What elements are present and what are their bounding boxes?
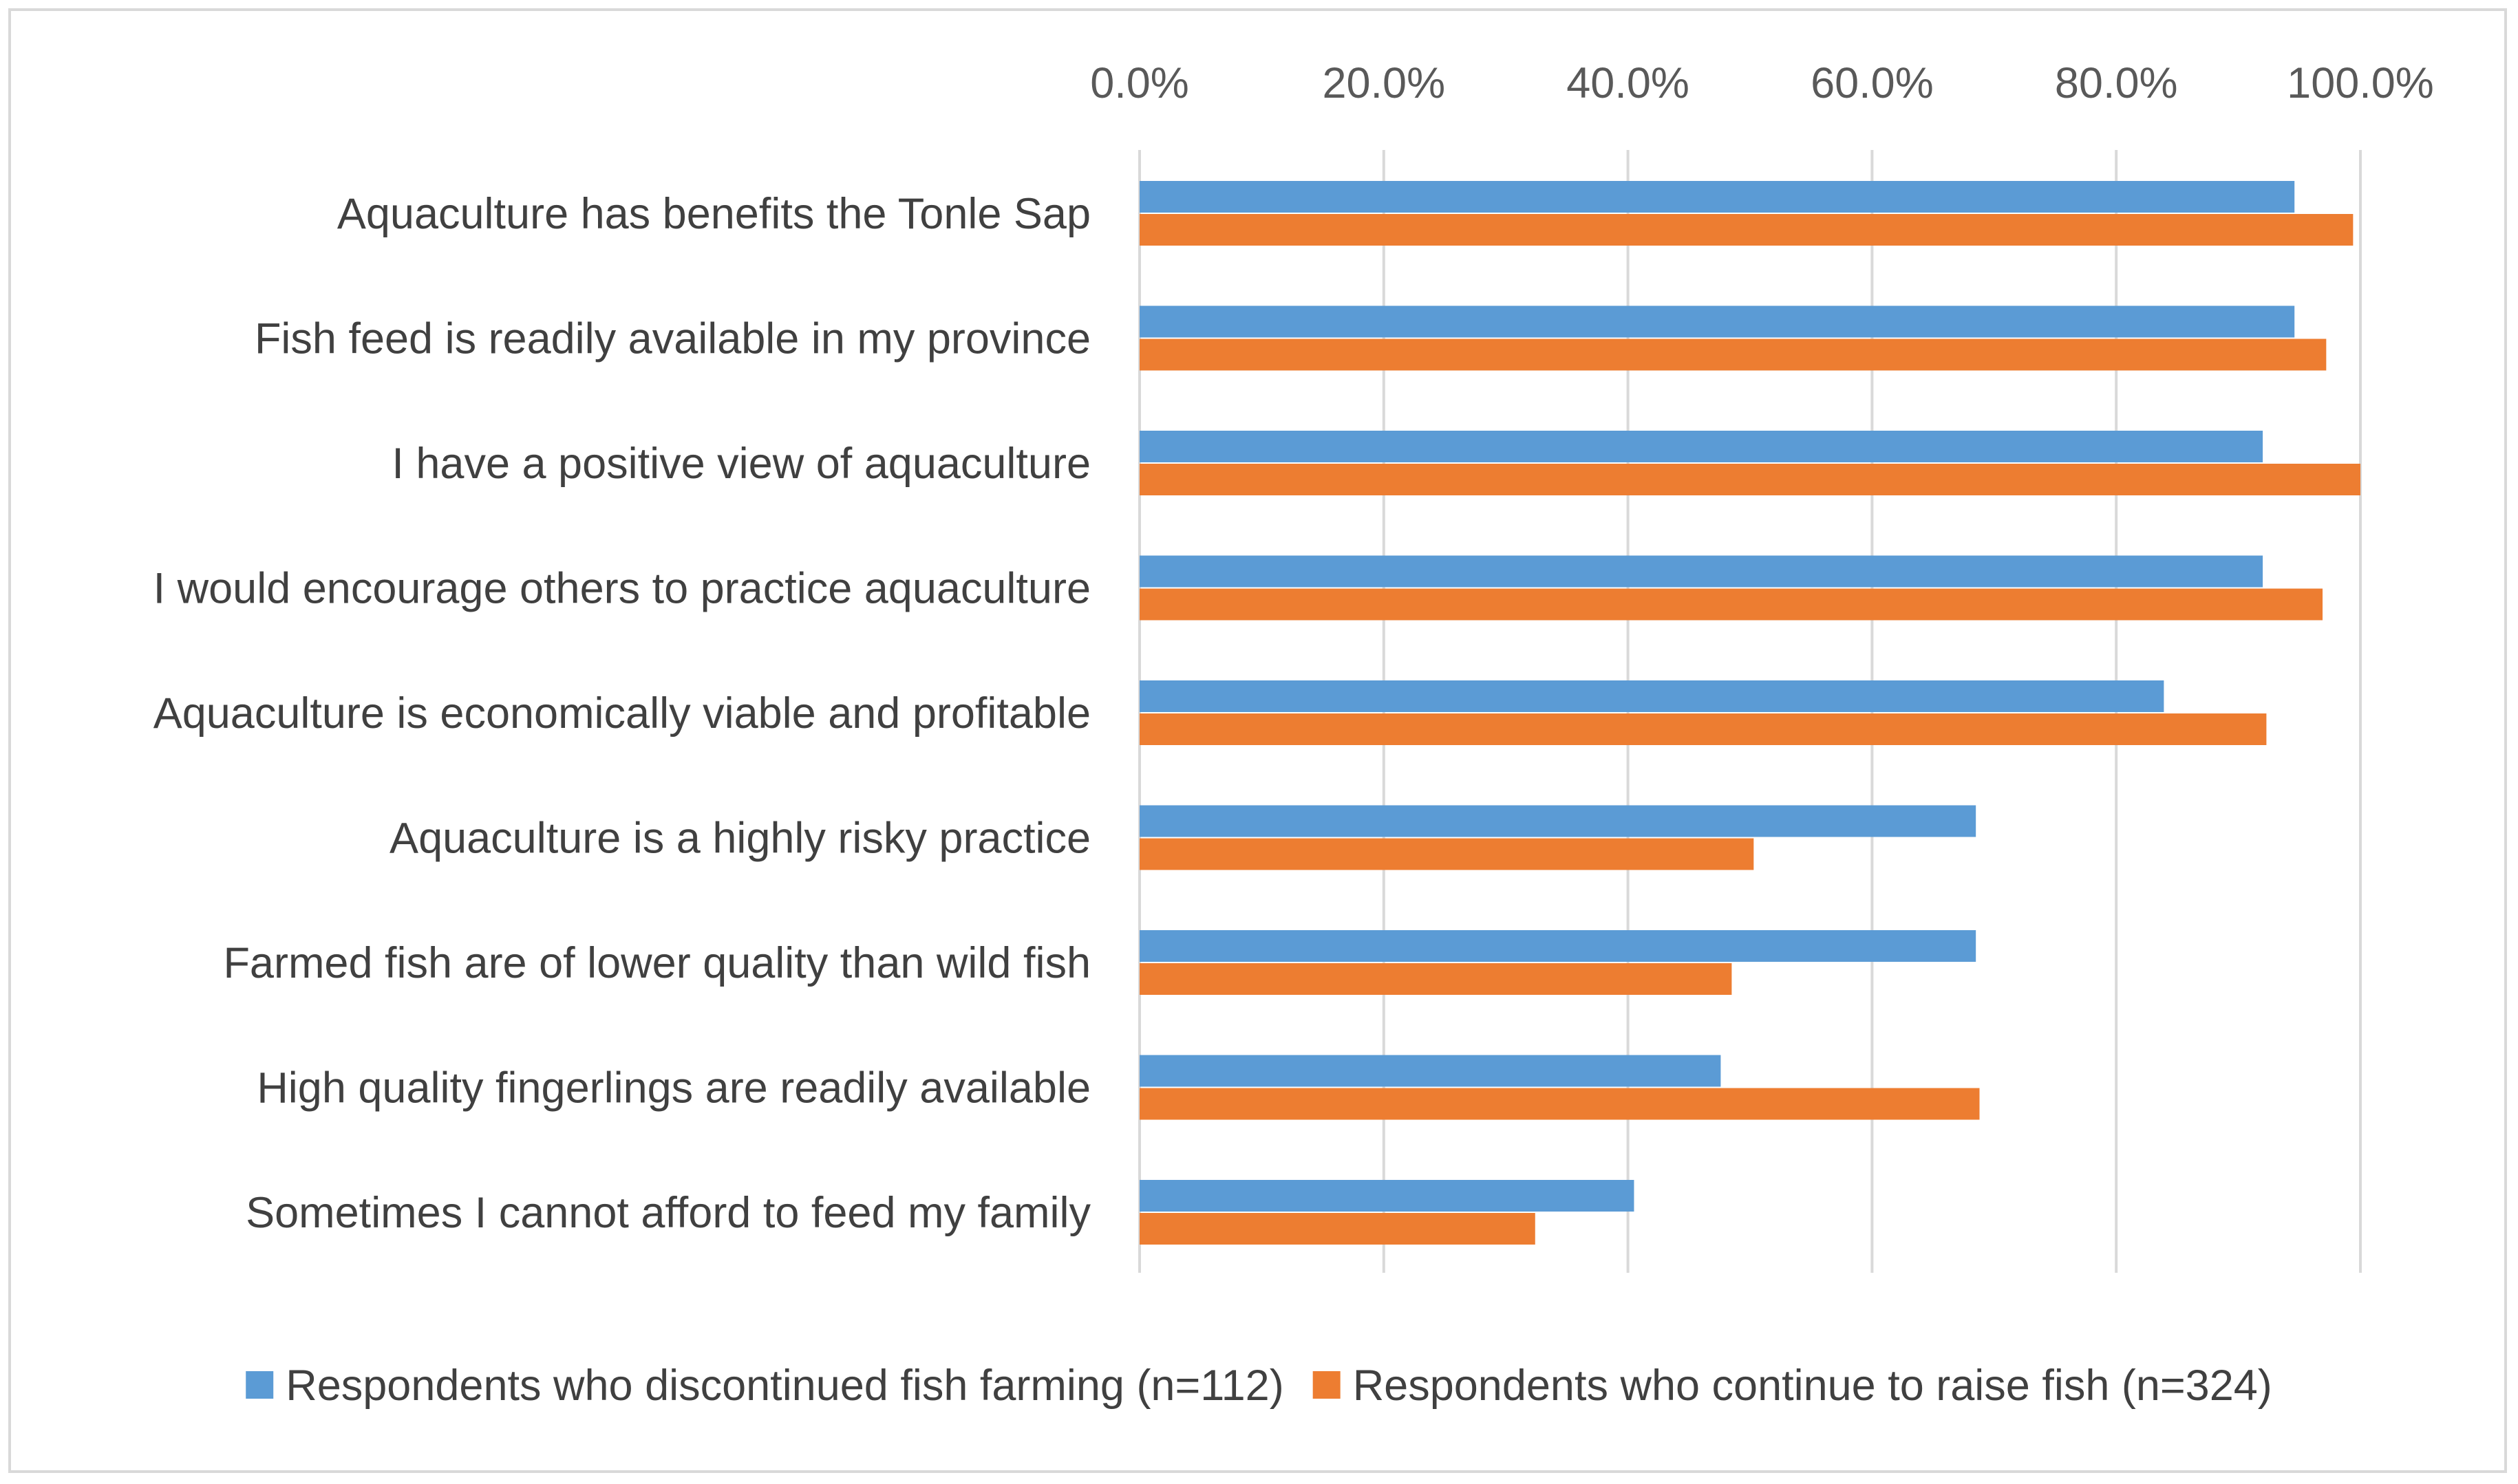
bar-series-1-category-4 [1140,713,2267,745]
bar-series-1-category-5 [1140,838,1754,870]
bar-series-0-category-2 [1140,431,2263,462]
bar-series-1-category-6 [1140,963,1732,995]
category-label: Aquaculture is a highly risky practice [390,815,1091,863]
category-label: Aquaculture is economically viable and p… [153,689,1091,738]
bars [1140,181,2360,1245]
legend: Respondents who discontinued fish farmin… [246,1362,2272,1410]
category-label: High quality fingerlings are readily ava… [257,1064,1091,1112]
bar-series-1-category-8 [1140,1213,1535,1245]
legend-swatch-1 [1312,1371,1341,1399]
bar-series-0-category-6 [1140,930,1976,962]
bar-series-0-category-5 [1140,805,1976,837]
category-label: Fish feed is readily available in my pro… [255,315,1091,363]
bar-series-1-category-1 [1140,338,2327,371]
bar-series-1-category-0 [1140,214,2354,246]
category-label: Farmed fish are of lower quality than wi… [223,939,1091,987]
bar-series-0-category-0 [1140,181,2295,213]
legend-label-1: Respondents who continue to raise fish (… [1353,1362,2272,1410]
category-label: I have a positive view of aquaculture [392,440,1091,488]
x-tick-label: 60.0% [1811,59,1934,107]
legend-swatch-0 [246,1371,274,1399]
x-tick-label: 20.0% [1322,59,1445,107]
bar-series-0-category-3 [1140,555,2263,588]
category-label: Sometimes I cannot afford to feed my fam… [246,1189,1091,1237]
category-label: I would encourage others to practice aqu… [153,565,1091,613]
x-tick-label: 80.0% [2055,59,2178,107]
y-axis-category-labels: Aquaculture has benefits the Tonle Sap Fi… [153,190,1091,1237]
bar-series-0-category-4 [1140,680,2164,712]
x-tick-label: 40.0% [1566,59,1689,107]
bar-series-1-category-2 [1140,464,2360,495]
category-label: Aquaculture has benefits the Tonle Sap [337,190,1091,238]
x-tick-label: 100.0% [2287,59,2434,107]
bar-series-1-category-7 [1140,1088,1980,1120]
x-axis-ticks: 0.0% 20.0% 40.0% 60.0% 80.0% 100.0% [1090,59,2434,107]
bar-series-0-category-1 [1140,305,2295,338]
x-tick-label: 0.0% [1090,59,1189,107]
bar-series-1-category-3 [1140,588,2323,621]
legend-label-0: Respondents who discontinued fish farmin… [286,1362,1283,1410]
bar-series-0-category-7 [1140,1055,1721,1087]
bar-series-0-category-8 [1140,1180,1634,1212]
